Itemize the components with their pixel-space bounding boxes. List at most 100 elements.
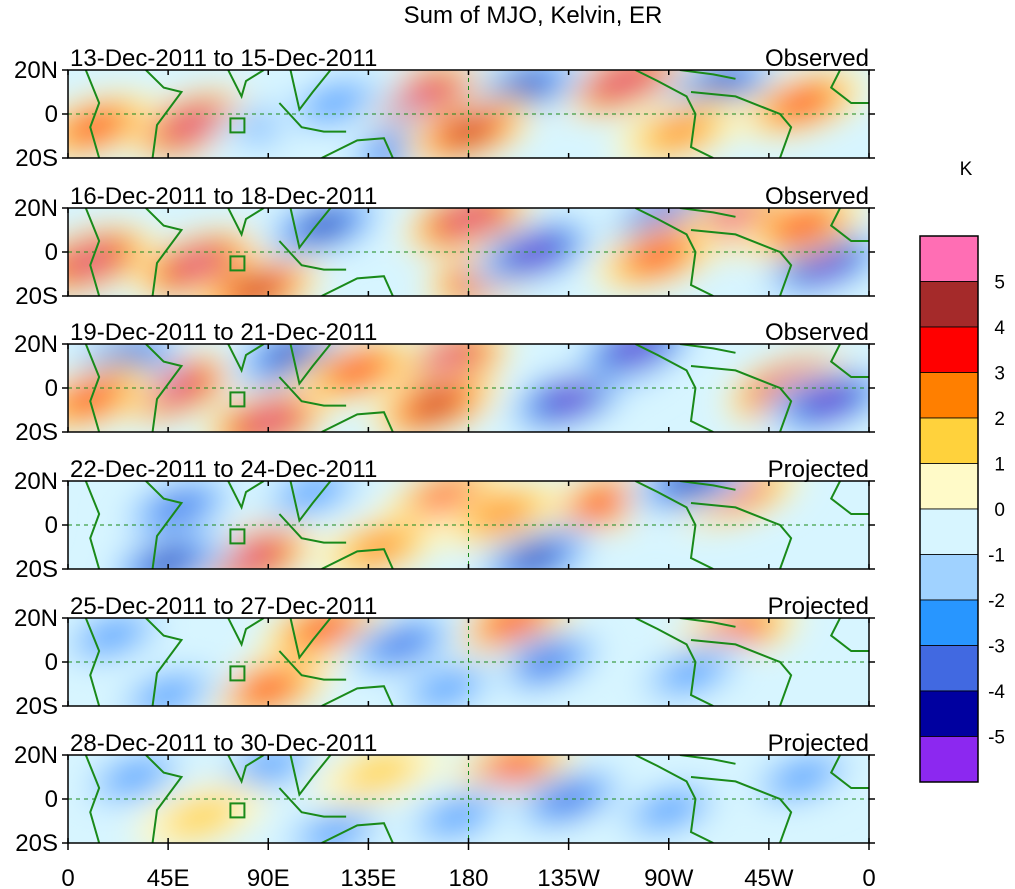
anomaly-6-level--3 xyxy=(379,632,425,657)
x-tick-label: 45W xyxy=(744,865,794,889)
panel-status: Observed xyxy=(765,183,869,210)
anomaly-4-level--2 xyxy=(307,817,363,843)
panel-date-range: 13-Dec-2011 to 15-Dec-2011 xyxy=(70,45,377,72)
region-box xyxy=(229,255,246,272)
colorbar-label: -3 xyxy=(988,637,1005,658)
anomaly-10-level--4 xyxy=(270,344,311,366)
colorbar-label: -1 xyxy=(988,546,1005,567)
anomaly-6-level--5 xyxy=(811,391,847,411)
americas-west-coast xyxy=(634,481,714,569)
anomaly-1-level-5 xyxy=(232,548,269,568)
panel-status: Observed xyxy=(765,45,869,72)
x-tick-label: 0 xyxy=(862,865,875,889)
coastlines xyxy=(84,618,869,706)
anomaly-6-level--2 xyxy=(641,795,697,825)
africa-west-coast xyxy=(84,208,101,296)
sumatra-java-coast xyxy=(278,240,347,271)
anomaly-4-level-5 xyxy=(179,255,215,275)
y-tick-label: 20S xyxy=(15,283,58,310)
sumatra-java-coast xyxy=(278,513,347,544)
australia-coast xyxy=(321,822,394,843)
colorbar-swatch xyxy=(919,690,979,737)
australia-coast xyxy=(321,685,394,706)
caribbean-coast xyxy=(679,70,736,80)
anomaly-1-level-5 xyxy=(406,86,442,107)
colorbar-swatch xyxy=(919,417,979,464)
anomaly-6-level--4 xyxy=(515,547,555,569)
anomaly-8-level--2 xyxy=(240,755,296,781)
colorbar-swatch xyxy=(919,326,979,373)
anomaly-12-level-3 xyxy=(779,213,825,238)
y-tick-label: 20S xyxy=(15,419,58,446)
africa-east-coast xyxy=(145,70,184,158)
colorbar-swatch xyxy=(919,554,979,601)
colorbar-label: 5 xyxy=(994,273,1005,294)
colorbar-swatch xyxy=(919,645,979,692)
anomaly-9-level--4 xyxy=(304,214,344,237)
caribbean-coast xyxy=(679,344,736,354)
india-coast xyxy=(227,208,265,238)
anomaly-7-level--2 xyxy=(774,762,830,792)
anomaly-3-level-5 xyxy=(250,411,286,431)
africa-west-coast xyxy=(84,70,101,158)
caribbean-coast xyxy=(679,208,736,218)
colorbar-swatch xyxy=(919,736,979,783)
chart-title: Sum of MJO, Kelvin, ER xyxy=(404,2,663,29)
panel-status: Projected xyxy=(768,593,869,620)
colorbar-swatch xyxy=(919,372,979,419)
se-asia-coast xyxy=(289,70,332,112)
anomaly-6-level--4 xyxy=(700,74,740,97)
anomaly-9-level-4 xyxy=(448,120,489,143)
se-asia-coast xyxy=(289,481,332,523)
sumatra-java-coast xyxy=(278,787,347,818)
anomaly-7-level--2 xyxy=(418,673,474,704)
anomaly-5-level-4 xyxy=(237,278,277,296)
x-tick-label: 135W xyxy=(537,865,600,889)
panel-date-range: 25-Dec-2011 to 27-Dec-2011 xyxy=(70,593,377,620)
colorbar-label: -4 xyxy=(988,682,1005,703)
anomaly-field xyxy=(68,70,869,158)
africa-east-coast xyxy=(145,481,184,569)
west-africa-coast xyxy=(829,618,869,652)
west-africa-coast xyxy=(829,70,869,104)
panel-1: 13-Dec-2011 to 15-Dec-2011 Observed 20N 0 20… xyxy=(14,45,875,172)
panels: 13-Dec-2011 to 15-Dec-2011 Observed 20N 0 20… xyxy=(14,45,875,857)
anomaly-5-level--4 xyxy=(504,76,544,99)
colorbar-label: -5 xyxy=(988,728,1005,749)
coastlines xyxy=(84,208,869,296)
anomaly-9-level-1 xyxy=(164,796,239,837)
y-tick-label: 0 xyxy=(45,512,58,539)
colorbar-label: 3 xyxy=(994,364,1005,385)
anomaly-11-level--2 xyxy=(307,88,363,118)
panel-3: 19-Dec-2011 to 21-Dec-2011 Observed 20N 0 20… xyxy=(14,319,875,446)
caribbean-coast xyxy=(679,481,736,491)
anomaly-2-level-3 xyxy=(245,676,291,701)
y-tick-label: 20S xyxy=(15,145,58,172)
anomaly-field xyxy=(68,481,869,569)
africa-east-coast xyxy=(145,344,184,432)
anomaly-3-level-3 xyxy=(72,114,118,140)
anomaly-field xyxy=(68,208,869,296)
anomaly-4-level-5 xyxy=(606,71,642,91)
panel-5: 25-Dec-2011 to 27-Dec-2011 Projected 20N 0 2… xyxy=(14,593,875,720)
sumatra-java-coast xyxy=(278,376,347,407)
colorbar-label: 1 xyxy=(994,455,1005,476)
anomaly-10-level-1 xyxy=(342,755,417,793)
anomaly-1-level-3 xyxy=(490,755,536,781)
colorbar-swatch xyxy=(919,599,979,646)
panel-date-range: 22-Dec-2011 to 24-Dec-2011 xyxy=(70,456,377,483)
americas-west-coast xyxy=(634,755,714,843)
panel-status: Projected xyxy=(768,456,869,483)
anomaly-5-level--2 xyxy=(429,801,485,832)
panel-status: Projected xyxy=(768,730,869,757)
x-tick-label: 45E xyxy=(147,865,190,889)
x-axis: 0 45E 90E 135E 180 135W 90W 45W 0 xyxy=(61,843,876,889)
anomaly-5-level--3 xyxy=(523,649,569,675)
region-box xyxy=(229,117,246,134)
colorbar-swatch xyxy=(919,281,979,328)
africa-west-coast xyxy=(84,481,101,569)
colorbar-swatch xyxy=(919,463,979,510)
y-tick-label: 20N xyxy=(14,331,58,358)
anomaly-field xyxy=(68,755,869,843)
